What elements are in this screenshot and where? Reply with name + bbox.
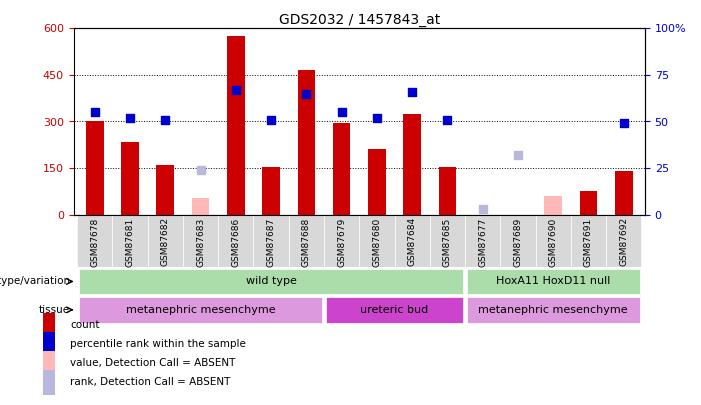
- Bar: [43, 370, 55, 395]
- Point: [124, 115, 135, 121]
- Bar: [77, 215, 112, 267]
- Text: GSM87688: GSM87688: [302, 217, 311, 266]
- Point: [195, 167, 206, 173]
- Bar: [501, 215, 536, 267]
- Bar: [615, 171, 632, 215]
- Bar: [43, 351, 55, 376]
- Text: rank, Detection Call = ABSENT: rank, Detection Call = ABSENT: [70, 377, 231, 387]
- Bar: [43, 313, 55, 338]
- Text: GSM87687: GSM87687: [266, 217, 275, 266]
- Text: genotype/variation: genotype/variation: [0, 277, 70, 286]
- Bar: [324, 215, 360, 267]
- Bar: [79, 297, 322, 322]
- Text: metanephric mesenchyme: metanephric mesenchyme: [125, 305, 275, 315]
- Point: [160, 116, 171, 123]
- Bar: [580, 192, 597, 215]
- Text: metanephric mesenchyme: metanephric mesenchyme: [478, 305, 628, 315]
- Point: [618, 120, 629, 127]
- Bar: [467, 297, 639, 322]
- Point: [512, 152, 524, 158]
- Bar: [227, 36, 245, 215]
- Bar: [218, 215, 254, 267]
- Bar: [148, 215, 183, 267]
- Text: GSM87681: GSM87681: [125, 217, 135, 266]
- Point: [301, 90, 312, 97]
- Bar: [289, 215, 324, 267]
- Text: GSM87678: GSM87678: [90, 217, 100, 266]
- Bar: [86, 122, 104, 215]
- Bar: [156, 165, 174, 215]
- Bar: [395, 215, 430, 267]
- Bar: [262, 166, 280, 215]
- Bar: [606, 215, 641, 267]
- Bar: [545, 196, 562, 215]
- Bar: [571, 215, 606, 267]
- Text: GSM87691: GSM87691: [584, 217, 593, 266]
- Text: tissue: tissue: [39, 305, 70, 315]
- Text: GSM87692: GSM87692: [619, 217, 628, 266]
- Bar: [183, 215, 218, 267]
- Point: [407, 88, 418, 95]
- Text: GSM87684: GSM87684: [408, 217, 416, 266]
- Bar: [254, 215, 289, 267]
- Bar: [79, 269, 463, 294]
- Text: count: count: [70, 320, 100, 330]
- Point: [442, 116, 453, 123]
- Bar: [121, 142, 139, 215]
- Point: [230, 87, 241, 93]
- Bar: [403, 114, 421, 215]
- Bar: [465, 215, 501, 267]
- Point: [477, 206, 489, 212]
- Bar: [368, 149, 386, 215]
- Bar: [536, 215, 571, 267]
- Text: GSM87689: GSM87689: [513, 217, 522, 266]
- Point: [336, 109, 347, 115]
- Text: GSM87680: GSM87680: [372, 217, 381, 266]
- Bar: [112, 215, 148, 267]
- Point: [372, 115, 383, 121]
- Text: percentile rank within the sample: percentile rank within the sample: [70, 339, 246, 350]
- Point: [89, 109, 100, 115]
- Bar: [430, 215, 465, 267]
- Bar: [333, 123, 350, 215]
- Point: [266, 116, 277, 123]
- Bar: [192, 198, 210, 215]
- Text: GSM87686: GSM87686: [231, 217, 240, 266]
- Title: GDS2032 / 1457843_at: GDS2032 / 1457843_at: [278, 13, 440, 27]
- Text: GSM87679: GSM87679: [337, 217, 346, 266]
- Bar: [43, 332, 55, 357]
- Text: GSM87690: GSM87690: [549, 217, 558, 266]
- Bar: [360, 215, 395, 267]
- Bar: [467, 269, 639, 294]
- Text: wild type: wild type: [245, 277, 297, 286]
- Text: GSM87677: GSM87677: [478, 217, 487, 266]
- Text: GSM87685: GSM87685: [443, 217, 452, 266]
- Text: HoxA11 HoxD11 null: HoxA11 HoxD11 null: [496, 277, 611, 286]
- Text: GSM87683: GSM87683: [196, 217, 205, 266]
- Bar: [439, 166, 456, 215]
- Text: GSM87682: GSM87682: [161, 217, 170, 266]
- Text: ureteric bud: ureteric bud: [360, 305, 428, 315]
- Bar: [326, 297, 463, 322]
- Text: value, Detection Call = ABSENT: value, Detection Call = ABSENT: [70, 358, 236, 369]
- Bar: [297, 70, 315, 215]
